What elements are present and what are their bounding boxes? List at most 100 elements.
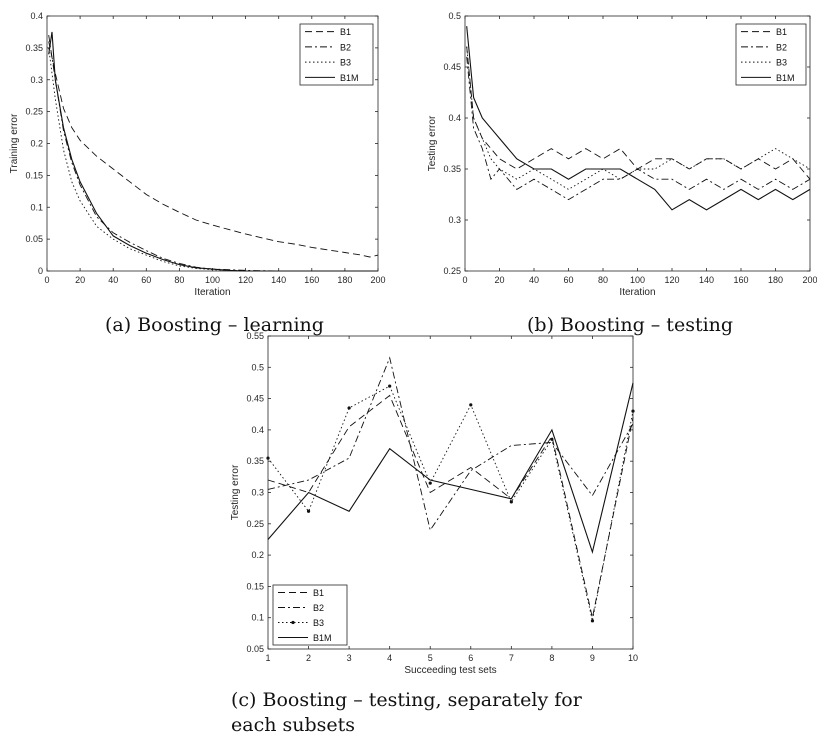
x-tick-label: 180 (337, 275, 352, 285)
x-tick-label: 140 (271, 275, 286, 285)
legend-label-B1M: B1M (340, 73, 359, 83)
y-tick-label: 0.1 (30, 202, 43, 212)
chart-2: 1 2 3 4 5 6 7 8 9 10 0.05 0.1 0.15 0.2 0.25 0.3 0.35 0.4 0… (230, 331, 638, 676)
chart-0: 0 20 40 60 80 100 120 140 160 180 200 0 0.05 0.1 0.15 0… (9, 11, 386, 298)
legend-box (299, 23, 374, 86)
x-axis-label: Iteration (619, 287, 655, 298)
y-tick-label: 0.45 (443, 62, 461, 72)
y-tick-label: 0.25 (25, 107, 43, 117)
legend-label-B3: B3 (340, 58, 351, 68)
series-point-B3 (266, 456, 270, 460)
x-tick-label: 20 (494, 275, 504, 285)
series-line-B2 (48, 35, 378, 272)
x-tick-label: 120 (664, 275, 679, 285)
y-tick-label: 0.3 (448, 215, 461, 225)
x-tick-label: 8 (549, 653, 554, 663)
x-axis-label: Succeeding test sets (404, 665, 496, 676)
x-tick-label: 9 (590, 653, 595, 663)
y-tick-label: 0.05 (25, 234, 43, 244)
y-axis-label: Testing error (230, 464, 241, 520)
x-tick-label: 160 (304, 275, 319, 285)
y-tick-label: 0.2 (30, 139, 43, 149)
series-line-B1M (48, 31, 378, 272)
series-line-B1 (48, 41, 379, 258)
y-axis-label: Training error (9, 113, 20, 173)
y-tick-label: 0.5 (251, 362, 264, 372)
caption-a: (a) Boosting – learning (105, 314, 324, 336)
x-tick-label: 40 (529, 275, 539, 285)
legend-label-B2: B2 (313, 603, 324, 613)
x-tick-label: 20 (75, 275, 85, 285)
y-tick-label: 0.35 (246, 456, 264, 466)
x-tick-label: 100 (205, 275, 220, 285)
legend-label-B1: B1 (313, 588, 324, 598)
caption-c-line1: (c) Boosting – testing, separately for (231, 689, 582, 711)
series-point-B3 (347, 406, 351, 410)
x-tick-label: 60 (141, 275, 151, 285)
legend-label-B2: B2 (340, 42, 351, 52)
series-point-B3 (550, 437, 554, 441)
legend-box (735, 23, 807, 86)
y-tick-label: 0.25 (443, 266, 461, 276)
chart-1: 0 20 40 60 80 100 120 140 160 180 200 0.25 0.3 0.35 0.… (427, 11, 817, 298)
x-tick-label: 2 (306, 653, 311, 663)
y-tick-label: 0.3 (251, 488, 264, 498)
x-tick-label: 4 (387, 653, 392, 663)
y-tick-label: 0.4 (30, 11, 43, 21)
legend-box (272, 584, 348, 646)
x-tick-label: 40 (108, 275, 118, 285)
legend-label-B3: B3 (776, 58, 787, 68)
y-tick-label: 0.15 (25, 170, 43, 180)
x-tick-label: 60 (563, 275, 573, 285)
legend-marker-B3 (291, 620, 295, 625)
y-tick-label: 0.35 (25, 43, 43, 53)
x-tick-label: 0 (44, 275, 49, 285)
x-tick-label: 0 (462, 275, 467, 285)
x-tick-label: 3 (347, 653, 352, 663)
series-line-B3 (466, 46, 811, 190)
caption-c-line2: each subsets (231, 714, 356, 736)
y-tick-label: 0.35 (443, 164, 461, 174)
series-line-B1M (267, 382, 634, 555)
y-tick-label: 0.45 (246, 394, 264, 404)
y-tick-label: 0.1 (251, 613, 264, 623)
y-tick-label: 0.5 (448, 11, 461, 21)
x-tick-label: 200 (802, 275, 817, 285)
series-line-B1M (466, 26, 811, 211)
caption-b: (b) Boosting – testing (527, 314, 734, 336)
y-tick-label: 0.15 (246, 581, 264, 591)
x-tick-label: 140 (699, 275, 714, 285)
y-tick-label: 0.2 (251, 550, 264, 560)
series-point-B3 (306, 509, 311, 513)
x-tick-label: 1 (265, 653, 270, 663)
y-tick-label: 0.05 (246, 644, 264, 654)
x-tick-label: 200 (370, 275, 385, 285)
series-point-B3 (590, 619, 595, 623)
series-line-B1 (466, 46, 811, 180)
series-point-B3 (509, 500, 513, 504)
y-tick-label: 0.25 (246, 519, 264, 529)
legend-label-B1M: B1M (313, 633, 332, 643)
legend-label-B3: B3 (313, 618, 324, 628)
x-tick-label: 80 (598, 275, 608, 285)
x-tick-label: 80 (174, 275, 184, 285)
series-line-B1 (267, 394, 634, 618)
x-axis-label: Iteration (194, 287, 230, 298)
series-point-B3 (388, 384, 392, 388)
y-tick-label: 0.55 (246, 331, 264, 341)
legend-label-B1M: B1M (776, 73, 795, 83)
series-point-B3 (428, 481, 432, 485)
legend-label-B1: B1 (776, 27, 787, 37)
series-line-B3 (267, 385, 634, 621)
y-tick-label: 0.4 (251, 425, 264, 435)
x-tick-label: 5 (428, 653, 433, 663)
x-tick-label: 180 (768, 275, 783, 285)
y-tick-label: 0.4 (448, 113, 461, 123)
series-point-B3 (631, 409, 635, 413)
legend-label-B1: B1 (340, 27, 351, 37)
x-tick-label: 6 (468, 653, 473, 663)
series-line-B2 (267, 356, 634, 532)
x-tick-label: 160 (733, 275, 748, 285)
y-axis-label: Testing error (427, 115, 438, 171)
